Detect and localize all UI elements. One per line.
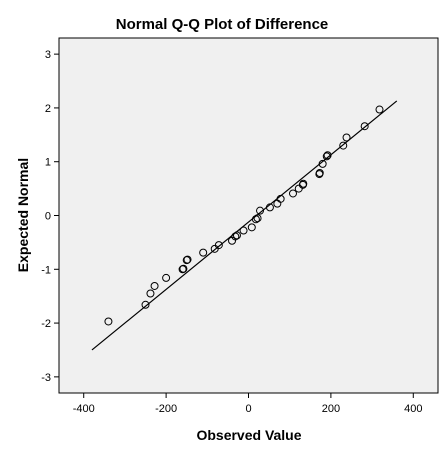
x-tick-label: -200 xyxy=(155,403,177,415)
data-point xyxy=(265,203,274,212)
data-point xyxy=(360,122,369,131)
plot-area xyxy=(58,37,439,394)
data-point xyxy=(104,317,113,326)
data-point xyxy=(179,264,188,273)
y-tick-label: 0 xyxy=(45,211,51,223)
x-axis: -400 -200 0 200 400 xyxy=(73,393,422,415)
data-point xyxy=(299,179,308,188)
reference-line xyxy=(91,100,398,351)
x-tick-label: 0 xyxy=(245,403,251,415)
chart-title: Normal Q-Q Plot of Difference xyxy=(116,16,329,33)
data-point xyxy=(141,300,150,309)
data-point xyxy=(199,248,208,257)
x-tick-label: 400 xyxy=(404,403,422,415)
y-tick-label: -3 xyxy=(41,372,51,384)
data-point xyxy=(253,214,262,223)
data-point xyxy=(251,215,260,224)
reference-line-group xyxy=(91,100,398,351)
y-axis-label: Expected Normal xyxy=(15,158,31,272)
y-tick-label: 1 xyxy=(45,157,51,169)
data-points xyxy=(104,105,384,326)
y-tick-label: 2 xyxy=(45,103,51,115)
data-point xyxy=(276,194,285,203)
x-tick-label: 200 xyxy=(322,403,340,415)
data-point xyxy=(318,159,327,168)
data-point xyxy=(247,223,256,232)
data-point xyxy=(339,141,348,150)
data-point xyxy=(256,206,265,215)
data-point xyxy=(288,189,297,198)
y-tick-label: 3 xyxy=(45,49,51,61)
data-point xyxy=(315,169,324,178)
data-point xyxy=(231,232,240,241)
x-axis-label: Observed Value xyxy=(196,427,301,443)
data-point xyxy=(183,255,192,264)
y-tick-label: -2 xyxy=(41,318,51,330)
data-point xyxy=(162,273,171,282)
data-point xyxy=(146,289,155,298)
data-point xyxy=(342,133,351,142)
y-axis: -3 -2 -1 0 1 2 3 xyxy=(41,49,59,384)
x-tick-label: -400 xyxy=(73,403,95,415)
data-point xyxy=(150,281,159,290)
y-tick-label: -1 xyxy=(41,264,51,276)
data-point xyxy=(239,226,248,235)
data-point xyxy=(375,105,384,114)
data-point xyxy=(232,231,241,240)
data-point xyxy=(214,241,223,250)
data-point xyxy=(323,151,332,160)
data-point xyxy=(322,152,331,161)
